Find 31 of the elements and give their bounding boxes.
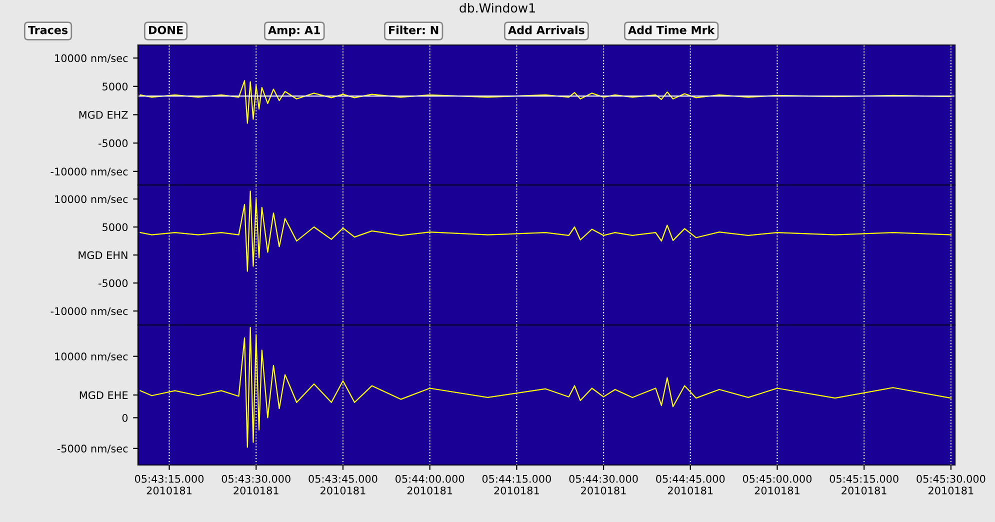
y-tick-label: -5000	[98, 279, 128, 288]
text: Amp: A1	[268, 26, 320, 36]
x-tick-label: 05:43:30.000 2010181	[222, 474, 290, 494]
y-tick-label: 5000	[102, 82, 128, 90]
y-tick-label: MGD EHZ	[79, 110, 128, 119]
x-tick-label: 05:45:30.000 2010181	[916, 474, 986, 494]
y-tick-label: 5000	[102, 223, 128, 232]
text: DONE	[149, 26, 183, 34]
y-tick-label: MGD EHN	[78, 251, 128, 260]
x-tick-label: 05:44:30.000 2010181	[569, 474, 638, 494]
y-tick-label: 10000 nm/sec	[55, 195, 128, 204]
y-tick-label: 10000 nm/sec	[55, 54, 128, 63]
y-tick-label: 10000 nm/sec	[55, 352, 128, 362]
y-tick-label: -5000	[98, 139, 128, 148]
x-tick-label: 05:44:15.000 2010181	[482, 474, 551, 494]
text: Add Arrivals	[508, 26, 584, 34]
x-tick-label: 05:43:45.000 2010181	[308, 474, 378, 494]
y-tick-label: MGD EHE	[80, 391, 128, 400]
y-tick-label: -10000 nm/sec	[50, 168, 128, 176]
chart-title: db.Window1	[460, 2, 535, 13]
x-tick-label: 05:45:00.000 2010181	[742, 474, 812, 494]
text: Add Time Mrk	[628, 26, 715, 34]
text: Traces	[28, 26, 68, 34]
y-tick-label: -5000 nm/sec	[57, 444, 128, 454]
x-tick-label: 05:44:45.000 2010181	[656, 474, 725, 494]
x-tick-label: 05:44:00.000 2010181	[396, 474, 464, 494]
y-tick-label: -10000 nm/sec	[50, 307, 128, 316]
x-tick-label: 05:45:15.000 2010181	[830, 474, 898, 494]
x-tick-label: 05:43:15.000 2010181	[134, 474, 204, 494]
y-tick-label: 0	[122, 414, 128, 422]
text: Filter: N	[389, 26, 438, 34]
